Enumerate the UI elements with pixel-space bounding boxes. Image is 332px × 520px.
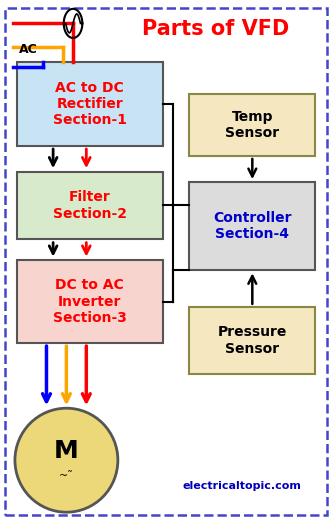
FancyBboxPatch shape — [189, 94, 315, 156]
Text: AC to DC
Rectifier
Section-1: AC to DC Rectifier Section-1 — [53, 81, 126, 127]
Text: ~˜: ~˜ — [59, 471, 74, 481]
FancyBboxPatch shape — [189, 182, 315, 270]
Text: Temp
Sensor: Temp Sensor — [225, 110, 280, 140]
Text: Controller
Section-4: Controller Section-4 — [213, 211, 291, 241]
Text: Filter
Section-2: Filter Section-2 — [53, 190, 126, 220]
FancyBboxPatch shape — [17, 172, 163, 239]
Text: Parts of VFD: Parts of VFD — [142, 19, 290, 38]
FancyBboxPatch shape — [17, 260, 163, 343]
FancyBboxPatch shape — [189, 307, 315, 374]
FancyBboxPatch shape — [17, 62, 163, 146]
Text: Pressure
Sensor: Pressure Sensor — [218, 326, 287, 356]
Ellipse shape — [15, 408, 118, 512]
Text: M: M — [54, 439, 79, 463]
Text: DC to AC
Inverter
Section-3: DC to AC Inverter Section-3 — [53, 278, 126, 325]
Text: AC: AC — [19, 43, 38, 56]
Text: electricaltopic.com: electricaltopic.com — [183, 481, 302, 491]
